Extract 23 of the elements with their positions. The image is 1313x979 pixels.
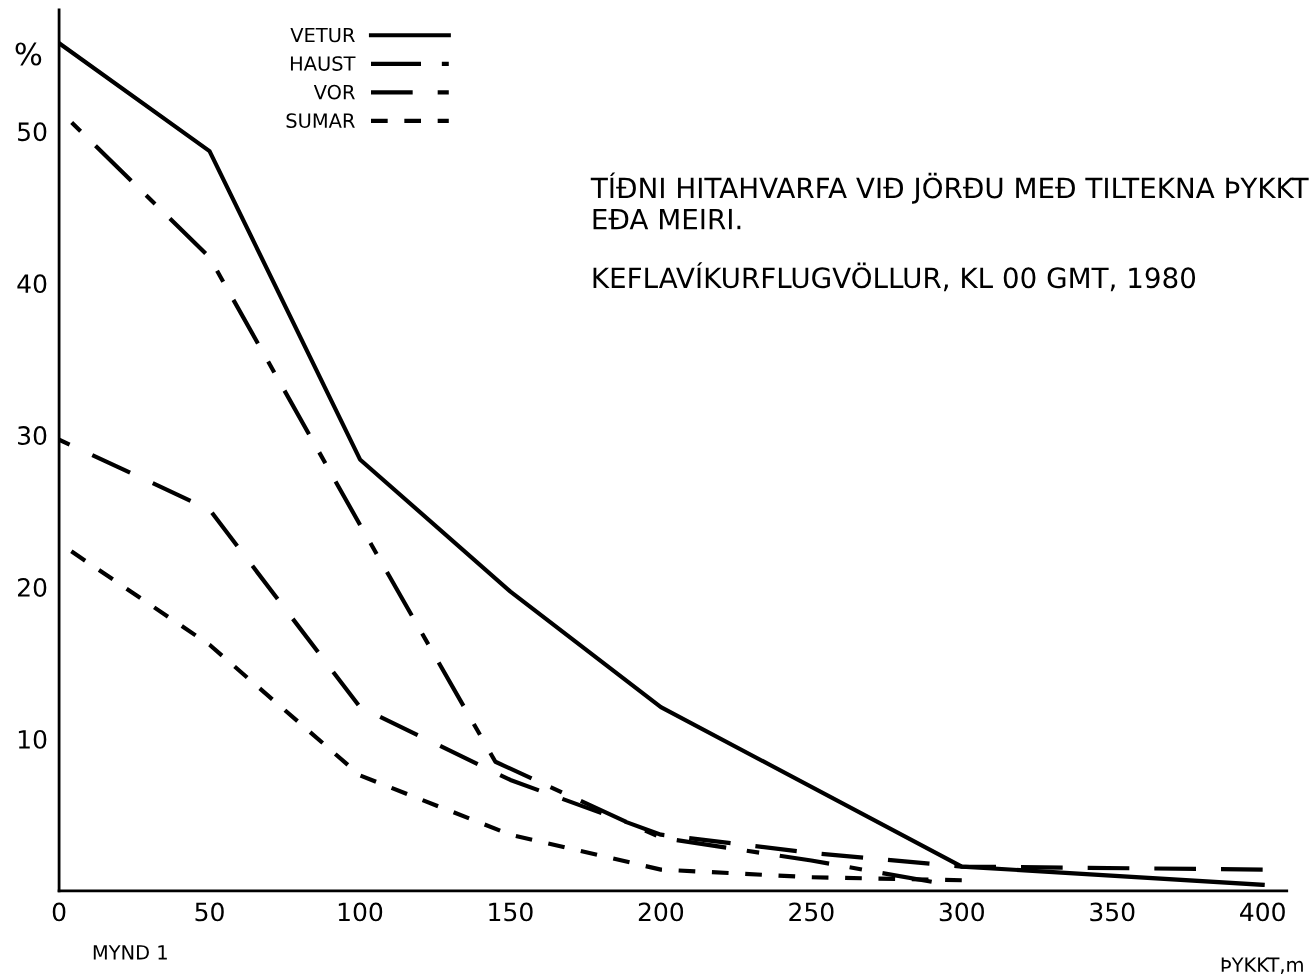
x-tick-label: 300	[939, 902, 984, 922]
text: MYND 1	[93, 945, 167, 960]
text: TÍÐNI HITAHVARFA VIÐ JÖRÐU MEÐ TILTEKNA ÞYKKT EÐA MEIRI.	[590, 172, 1309, 230]
x-tick-label: 250	[789, 902, 834, 922]
y-tick-label: 40	[17, 274, 47, 294]
legend-label: VETUR	[290, 27, 355, 43]
y-axis-title: %	[15, 42, 42, 66]
y-tick-label: 30	[18, 426, 47, 445]
x-tick-label: 400	[1240, 902, 1285, 922]
y-tick-label: 50	[18, 122, 47, 142]
y-tick-label: 10	[18, 729, 47, 749]
y-tick-label: 20	[17, 578, 47, 597]
x-axis-title: ÞYKKT,m	[1221, 957, 1303, 975]
x-tick-label: 0	[52, 902, 66, 922]
x-tick-label: 50	[195, 902, 224, 922]
text: KEFLAVÍKURFLUGVÖLLUR, KL 00 GMT, 1980	[593, 262, 1196, 292]
x-tick-label: 350	[1090, 902, 1135, 922]
legend-label: VOR	[313, 84, 355, 100]
x-tick-label: 200	[638, 902, 684, 922]
x-tick-label: 100	[338, 902, 383, 922]
x-tick-label: 150	[489, 902, 533, 922]
legend-label: HAUST	[290, 56, 356, 71]
legend-label: SUMAR	[286, 113, 355, 128]
